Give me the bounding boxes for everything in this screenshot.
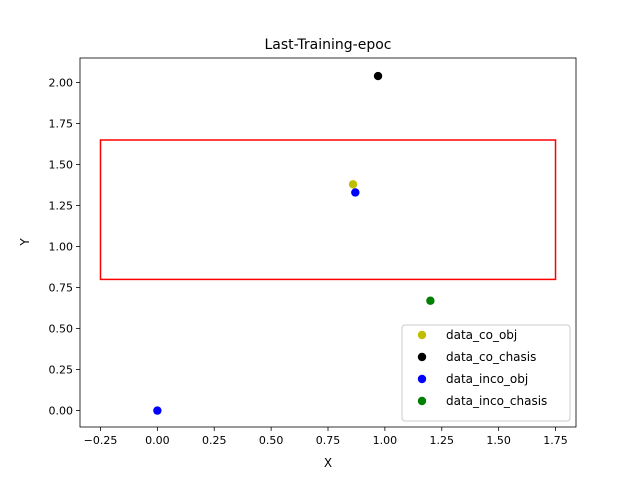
x-tick-label: 0.75 [316, 434, 341, 447]
x-tick-label: 0.00 [145, 434, 170, 447]
y-tick-label: 1.25 [49, 200, 74, 213]
legend-marker-data-co-chasis [417, 352, 427, 362]
y-axis-label: Y [18, 238, 32, 247]
red-rectangle [99, 139, 557, 281]
legend-marker-data-inco-chasis [417, 396, 427, 406]
x-tick-label: 1.75 [543, 434, 568, 447]
legend-label-data-inco-chasis: data_inco_chasis [446, 394, 547, 408]
scatter-point-data-inco-chasis-0 [426, 296, 435, 305]
y-tick-label: 0.75 [49, 282, 74, 295]
y-tick-label: 0.50 [49, 323, 74, 336]
legend-label-data-inco-obj: data_inco_obj [446, 372, 528, 386]
legend-marker-data-co-obj [417, 330, 427, 340]
y-tick-label: 1.75 [49, 118, 74, 131]
y-tick-label: 1.50 [49, 159, 74, 172]
x-tick-label: 1.50 [486, 434, 511, 447]
legend-marker-data-inco-obj [417, 374, 427, 384]
scatter-point-data-inco-obj-1 [351, 188, 360, 197]
x-axis-label: X [324, 456, 332, 470]
x-tick-label: −0.25 [84, 434, 118, 447]
plot-area: −0.25 0.00 0.25 0.50 0.75 1.00 1.25 1.50 1.75 0.0… [49, 57, 577, 447]
x-tick-label: 1.25 [430, 434, 455, 447]
y-tick-label: 2.00 [49, 77, 74, 90]
legend-box [401, 324, 571, 422]
x-tick-label: 1.00 [373, 434, 398, 447]
legend: data_co_obj data_co_chasis data_inco_objda… [401, 324, 571, 422]
scatter-point-data-co-chasis-0 [373, 71, 383, 81]
legend-label-data-co-obj: data_co_obj [446, 328, 517, 342]
x-tick-label: 0.50 [259, 434, 284, 447]
scatter-point-data-co-obj-0 [348, 180, 358, 189]
y-tick-label: 1.00 [49, 241, 74, 254]
y-tick-label: 0.25 [49, 364, 74, 377]
scatter-point-data-inco-obj-0 [153, 406, 162, 415]
y-tick-label: 0.00 [49, 405, 74, 418]
chart-title: Last-Training-epoc [265, 37, 392, 53]
x-tick-label: 0.25 [202, 434, 227, 447]
legend-label-data-co-chasis: data_co_chasis [446, 350, 536, 364]
